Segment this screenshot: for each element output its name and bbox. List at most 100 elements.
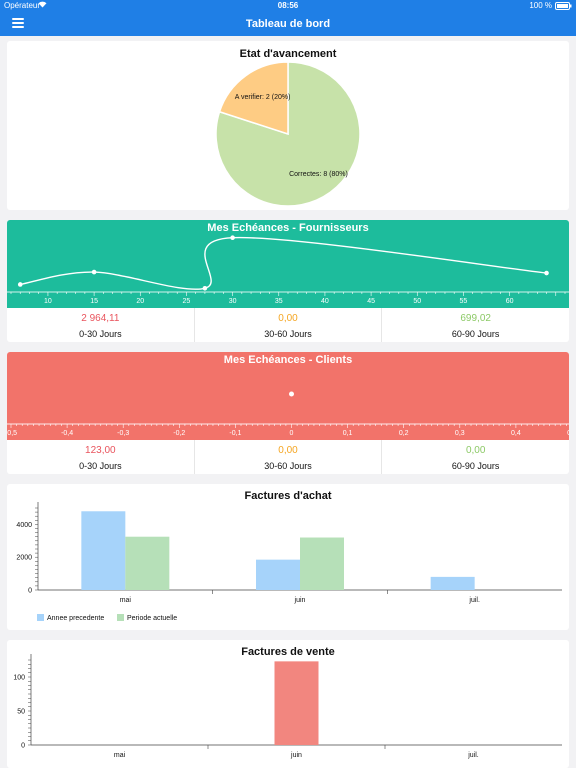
x-tick-label: 0,1 [343, 430, 353, 437]
bar [430, 576, 475, 590]
stat-30-60: 0,00 30-60 Jours [195, 440, 383, 474]
wifi-icon [38, 1, 47, 10]
clients-scatter-chart: -0,5 -0,4 -0,3 -0,2 -0,1 0 0,1 0,2 0,3 0,4 0,5 [7, 391, 569, 437]
x-tick-label: -0,1 [229, 430, 241, 437]
bar [274, 661, 319, 745]
stat-0-30: 2 964,11 0-30 Jours [7, 308, 195, 342]
bar [256, 559, 300, 590]
x-tick-label: mai [114, 752, 126, 759]
y-tick-label: 0 [28, 588, 32, 595]
fournisseurs-stats: 2 964,11 0-30 Jours 0,00 30-60 Jours 699… [7, 308, 569, 342]
stat-value: 2 964,11 [81, 313, 120, 324]
fournisseurs-title: Mes Echéances - Fournisseurs [207, 222, 369, 234]
clients-title: Mes Echéances - Clients [223, 354, 353, 366]
legend-swatch [117, 614, 124, 621]
avancement-title: Etat d'avancement [239, 48, 337, 60]
fournisseurs-chart-band: Mes Echéances - Fournisseurs 10 15 20 25 30 3… [7, 220, 569, 308]
vente-bar-chart: 0 50 100 mai juin juil. [13, 654, 562, 759]
stat-label: 60-90 Jours [451, 461, 500, 471]
x-tick-label: -0,4 [61, 430, 73, 437]
x-tick-label: 55 [460, 298, 468, 305]
pie-slice-label: A verifier: 2 (20%) [235, 94, 291, 101]
battery-icon [555, 2, 572, 12]
stat-value: 0,00 [465, 445, 486, 456]
achat-title: Factures d'achat [244, 490, 332, 502]
clients-stats: 123,00 0-30 Jours 0,00 30-60 Jours 0,00 … [7, 440, 569, 474]
x-tick-label: 0,2 [399, 430, 409, 437]
avancement-card: Etat d'avancement Correctes: 8 (80%) A ve… [7, 41, 569, 210]
stat-60-90: 0,00 60-90 Jours [382, 440, 569, 474]
x-tick-label: 20 [136, 298, 144, 305]
x-tick-label: 25 [183, 298, 191, 305]
y-tick-label: 2000 [16, 555, 32, 562]
vente-card: Factures de vente 0 50 100 mai juin juil. [7, 640, 569, 768]
page-title: Tableau de bord [245, 18, 331, 30]
battery-label: 100 % [529, 1, 552, 10]
bar [125, 536, 170, 590]
stat-label: 30-60 Jours [264, 329, 312, 339]
x-tick-label: 50 [413, 298, 421, 305]
achat-bar-chart: 0 2000 4000 mai juin juil. Annee precedente Per… [16, 502, 562, 622]
data-point [202, 285, 208, 291]
nav-bar: Tableau de bord [0, 12, 576, 36]
vente-title: Factures de vente [241, 646, 335, 658]
data-point [289, 391, 294, 397]
data-point [230, 235, 235, 241]
clients-chart-band: Mes Echéances - Clients -0,5 -0,4 -0,3 -0,2… [7, 352, 569, 440]
x-tick-label: 30 [229, 298, 237, 305]
pie-slice-label: Correctes: 8 (80%) [289, 171, 348, 178]
legend-label: Annee precedente [47, 615, 104, 622]
y-tick-label: 100 [13, 675, 25, 682]
x-tick-label: -0,3 [117, 430, 129, 437]
x-tick-label: 0,4 [511, 430, 521, 437]
x-tick-label: -0,2 [173, 430, 185, 437]
x-tick-label: juin [290, 752, 302, 759]
stat-value: 0,00 [278, 313, 298, 324]
stat-label: 0-30 Jours [79, 461, 122, 471]
x-tick-label: 40 [321, 298, 329, 305]
x-tick-label: -0,5 [7, 430, 17, 437]
clients-card: Mes Echéances - Clients -0,5 -0,4 -0,3 -0,2… [7, 352, 569, 474]
stat-0-30: 123,00 0-30 Jours [7, 440, 195, 474]
y-tick-label: 50 [17, 709, 25, 716]
hamburger-icon[interactable] [12, 18, 24, 28]
bar [81, 511, 126, 590]
avancement-pie-chart: Correctes: 8 (80%) A verifier: 2 (20%) [215, 61, 361, 207]
data-point [91, 269, 97, 275]
bar [300, 537, 344, 590]
x-tick-label: juil. [468, 597, 480, 604]
stat-30-60: 0,00 30-60 Jours [195, 308, 383, 342]
x-tick-label: 35 [275, 298, 283, 305]
x-tick-label: juin [294, 597, 306, 604]
y-tick-label: 4000 [16, 522, 32, 529]
fournisseurs-line-chart: 10 15 20 25 30 35 40 45 50 55 60 [7, 235, 569, 305]
clock: 08:56 [277, 1, 299, 10]
stat-label: 60-90 Jours [451, 329, 500, 339]
stat-label: 0-30 Jours [79, 329, 122, 339]
carrier-label: Opérateur [4, 1, 41, 10]
stat-value: 699,02 [460, 313, 491, 324]
series-line [20, 236, 547, 290]
status-bar: Opérateur 08:56 100 % [0, 0, 576, 12]
x-tick-label: 45 [367, 298, 375, 305]
x-tick-label: 10 [44, 298, 52, 305]
legend-swatch [37, 614, 44, 621]
data-point [544, 270, 549, 276]
stat-value: 0,00 [278, 445, 298, 456]
x-tick-label: 0,3 [455, 430, 465, 437]
fournisseurs-card: Mes Echéances - Fournisseurs 10 15 20 25 30 3… [7, 220, 569, 342]
achat-card: Factures d'achat 0 2000 4000 mai juin juil. An… [7, 484, 569, 630]
stat-60-90: 699,02 60-90 Jours [382, 308, 569, 342]
stat-label: 30-60 Jours [264, 461, 312, 471]
x-tick-label: 60 [506, 298, 514, 305]
stat-value: 123,00 [85, 445, 116, 456]
pie-slice [218, 61, 289, 136]
x-tick-label: 15 [90, 298, 98, 305]
x-tick-label: juil. [467, 752, 479, 759]
x-tick-label: 0 [290, 430, 294, 437]
x-tick-label: 0,5 [567, 430, 569, 437]
legend-label: Periode actuelle [127, 615, 177, 622]
x-tick-label: mai [120, 597, 132, 604]
data-point [17, 282, 23, 287]
y-tick-label: 0 [21, 743, 25, 750]
